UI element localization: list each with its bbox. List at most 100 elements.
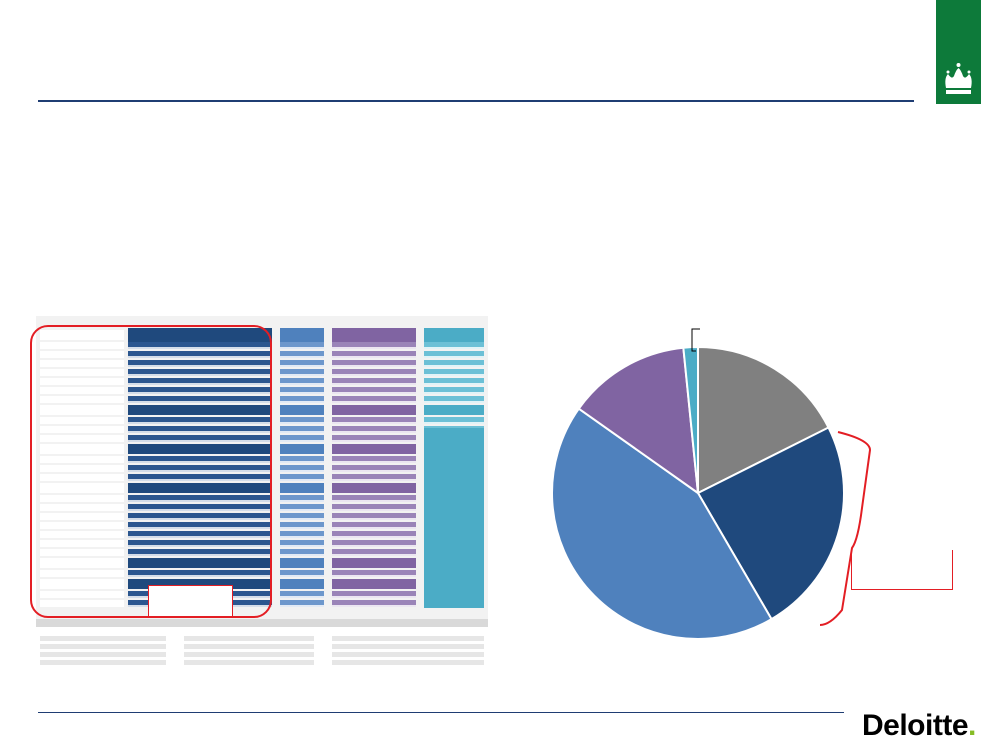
row-separator (128, 356, 272, 358)
row-separator (280, 470, 324, 472)
table-cell (424, 342, 484, 349)
table-cell (128, 504, 272, 511)
table-cell (424, 396, 484, 403)
legend-line (40, 652, 166, 657)
table-cell (332, 495, 416, 502)
row-separator (128, 479, 272, 481)
table-cell (40, 444, 124, 454)
row-separator (332, 440, 416, 442)
table-cell (280, 405, 324, 415)
table-cell (332, 387, 416, 394)
table-cell (332, 540, 416, 547)
table-cell (280, 591, 324, 598)
table-cell (40, 417, 124, 424)
row-separator (332, 470, 416, 472)
row-separator (128, 545, 272, 547)
table-cell (424, 387, 484, 394)
table-cell (280, 504, 324, 511)
row-separator (128, 461, 272, 463)
table-cell (280, 579, 324, 589)
table-cell (332, 426, 416, 433)
table-cell (280, 396, 324, 403)
table-cell (280, 522, 324, 529)
table-cell (332, 378, 416, 385)
pie-chart (540, 320, 860, 650)
row-separator (280, 554, 324, 556)
row-separator (280, 500, 324, 502)
row-separator (332, 431, 416, 433)
leader-line (691, 328, 700, 352)
table-cell (332, 600, 416, 607)
row-separator (128, 440, 272, 442)
table-cell (332, 522, 416, 529)
row-separator (128, 500, 272, 502)
row-separator (332, 500, 416, 502)
table-cell (332, 504, 416, 511)
table-cell (424, 369, 484, 376)
table-cell (280, 351, 324, 358)
legend-line (40, 636, 166, 641)
row-separator (280, 374, 324, 376)
row-separator (332, 347, 416, 349)
row-separator (280, 479, 324, 481)
table-cell (280, 600, 324, 607)
table-cell (128, 342, 272, 349)
row-separator (128, 554, 272, 556)
legend-line (184, 636, 314, 641)
callout-box (851, 550, 953, 590)
pie-slice-5 (682, 345, 699, 494)
table-cell (40, 351, 124, 358)
table-cell (332, 360, 416, 367)
row-separator (280, 575, 324, 577)
table-cell (332, 417, 416, 424)
table-legend (36, 630, 488, 675)
row-separator (332, 392, 416, 394)
row-separator (280, 383, 324, 385)
table-cell (280, 360, 324, 367)
data-table (36, 316, 488, 627)
row-separator (128, 518, 272, 520)
table-cell (280, 378, 324, 385)
table-cell (332, 444, 416, 454)
table-cell (280, 531, 324, 538)
column-header (332, 328, 416, 342)
row-separator (332, 575, 416, 577)
table-cell (280, 387, 324, 394)
pie-slice-3 (551, 407, 773, 640)
row-separator (332, 461, 416, 463)
table-cell (128, 531, 272, 538)
callout-bracket (819, 431, 872, 626)
table-cell (128, 474, 272, 481)
table-cell (332, 396, 416, 403)
table-cell (128, 549, 272, 556)
deloitte-wordmark: Deloitte (862, 709, 969, 742)
pie-chart-svg (551, 345, 845, 640)
row-separator (128, 392, 272, 394)
row-separator (280, 509, 324, 511)
table-cell (332, 456, 416, 463)
row-separator (128, 347, 272, 349)
table-cell (332, 342, 416, 349)
table-cell (332, 549, 416, 556)
row-separator (332, 536, 416, 538)
table-cell (280, 483, 324, 493)
pie-slice-1 (697, 345, 830, 495)
table-cell (128, 456, 272, 463)
table-cell (280, 495, 324, 502)
table-cell (280, 540, 324, 547)
table-cell (128, 378, 272, 385)
row-separator (128, 422, 272, 424)
row-separator (128, 431, 272, 433)
table-cell (128, 570, 272, 577)
row-separator (332, 605, 416, 607)
table-cell (332, 369, 416, 376)
row-separator (280, 431, 324, 433)
table-cell (280, 513, 324, 520)
table-cell (332, 435, 416, 442)
row-separator (128, 509, 272, 511)
table-cell (128, 405, 272, 415)
row-separator (128, 401, 272, 403)
table-cell (128, 351, 272, 358)
legend-line (332, 644, 484, 649)
row-separator (424, 365, 484, 367)
